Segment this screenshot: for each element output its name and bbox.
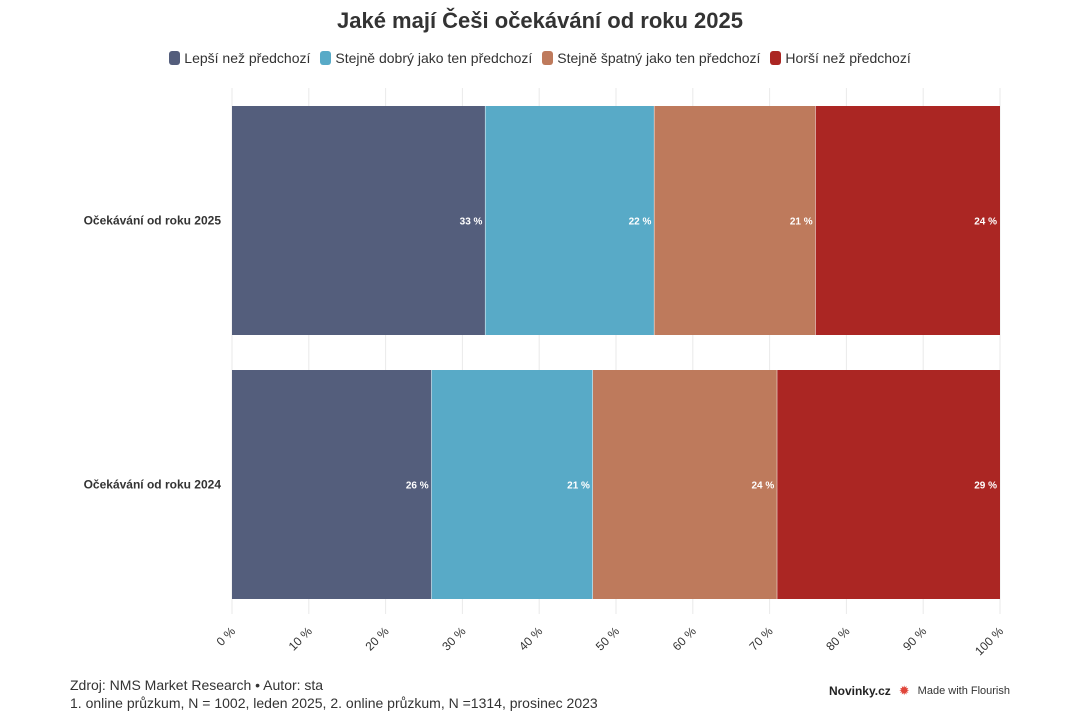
bar-segment	[815, 106, 1000, 335]
flourish-credit[interactable]: Made with Flourish	[917, 685, 1010, 697]
x-tick-label: 70 %	[746, 624, 775, 653]
legend-item-same-bad[interactable]: Stejně špatný jako ten předchozí	[542, 50, 760, 66]
footer: Zdroj: NMS Market Research • Autor: sta …	[70, 676, 598, 712]
data-label: 29 %	[974, 481, 997, 492]
legend-label: Stejně dobrý jako ten předchozí	[335, 50, 533, 66]
bar-segment	[654, 106, 816, 335]
bar-segment	[232, 370, 432, 599]
x-tick-label: 90 %	[900, 624, 929, 653]
x-tick-label: 20 %	[362, 624, 391, 653]
category-label: Očekávání od roku 2024	[84, 478, 222, 492]
legend-label: Lepší než předchozí	[184, 50, 311, 66]
bar-segment	[431, 370, 593, 599]
bar-segment	[232, 106, 486, 335]
source-line: Zdroj: NMS Market Research • Autor: sta	[70, 677, 324, 693]
x-tick-label: 60 %	[670, 624, 699, 653]
category-label: Očekávání od roku 2025	[84, 214, 222, 228]
legend-item-same-good[interactable]: Stejně dobrý jako ten předchozí	[320, 50, 532, 66]
legend: Lepší než předchozí Stejně dobrý jako te…	[0, 50, 1080, 66]
legend-swatch	[770, 51, 782, 65]
chart-title: Jaké mají Češi očekávání od roku 2025	[336, 8, 743, 33]
novinky-logo[interactable]: Novinky.cz	[828, 684, 891, 698]
legend-swatch	[542, 51, 554, 65]
data-label: 24 %	[751, 481, 774, 492]
brand: Novinky.cz ✹ Made with Flourish	[829, 683, 1010, 699]
legend-label: Horší než předchozí	[785, 50, 911, 66]
bar-segment	[485, 106, 655, 335]
legend-label: Stejně špatný jako ten předchozí	[557, 50, 761, 66]
data-label: 22 %	[629, 217, 652, 228]
legend-swatch	[320, 51, 332, 65]
x-tick-label: 50 %	[593, 624, 622, 653]
legend-item-worse[interactable]: Horší než předchozí	[770, 50, 911, 66]
data-label: 26 %	[406, 481, 429, 492]
bar-segment	[777, 370, 1000, 599]
x-tick-label: 0 %	[214, 624, 239, 649]
x-tick-label: 30 %	[439, 624, 468, 653]
note-line: 1. online průzkum, N = 1002, leden 2025,…	[70, 695, 598, 711]
x-tick-label: 10 %	[286, 624, 315, 653]
data-label: 21 %	[790, 217, 813, 228]
flourish-icon: ✹	[898, 683, 910, 698]
x-tick-label: 40 %	[516, 624, 545, 653]
data-label: 21 %	[567, 481, 590, 492]
x-tick-label: 80 %	[823, 624, 852, 653]
legend-swatch	[169, 51, 181, 65]
data-label: 33 %	[460, 217, 483, 228]
data-label: 24 %	[974, 217, 997, 228]
legend-item-better[interactable]: Lepší než předchozí	[169, 50, 310, 66]
x-tick-label: 100 %	[972, 624, 1006, 658]
bar-segment	[592, 370, 778, 599]
